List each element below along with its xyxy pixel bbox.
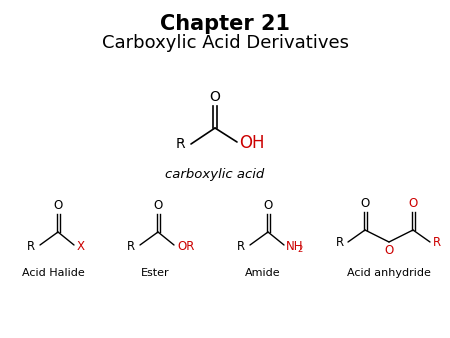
Text: X: X xyxy=(77,240,85,252)
Text: Amide: Amide xyxy=(245,268,281,278)
Text: NH: NH xyxy=(286,240,303,252)
Text: carboxylic acid: carboxylic acid xyxy=(166,168,265,181)
Text: Chapter 21: Chapter 21 xyxy=(160,14,290,34)
Text: O: O xyxy=(153,199,162,212)
Text: Acid anhydride: Acid anhydride xyxy=(347,268,431,278)
Text: O: O xyxy=(54,199,63,212)
Text: O: O xyxy=(263,199,273,212)
Text: R: R xyxy=(433,237,441,249)
Text: Ester: Ester xyxy=(141,268,169,278)
Text: R: R xyxy=(176,137,185,151)
Text: Acid Halide: Acid Halide xyxy=(22,268,85,278)
Text: R: R xyxy=(336,237,344,249)
Text: O: O xyxy=(360,197,369,210)
Text: O: O xyxy=(409,197,418,210)
Text: R: R xyxy=(27,240,35,252)
Text: R: R xyxy=(237,240,245,252)
Text: Carboxylic Acid Derivatives: Carboxylic Acid Derivatives xyxy=(102,34,348,52)
Text: O: O xyxy=(384,244,394,257)
Text: OH: OH xyxy=(239,134,265,152)
Text: 2: 2 xyxy=(297,244,303,254)
Text: O: O xyxy=(210,90,220,104)
Text: R: R xyxy=(127,240,135,252)
Text: OR: OR xyxy=(177,240,194,252)
